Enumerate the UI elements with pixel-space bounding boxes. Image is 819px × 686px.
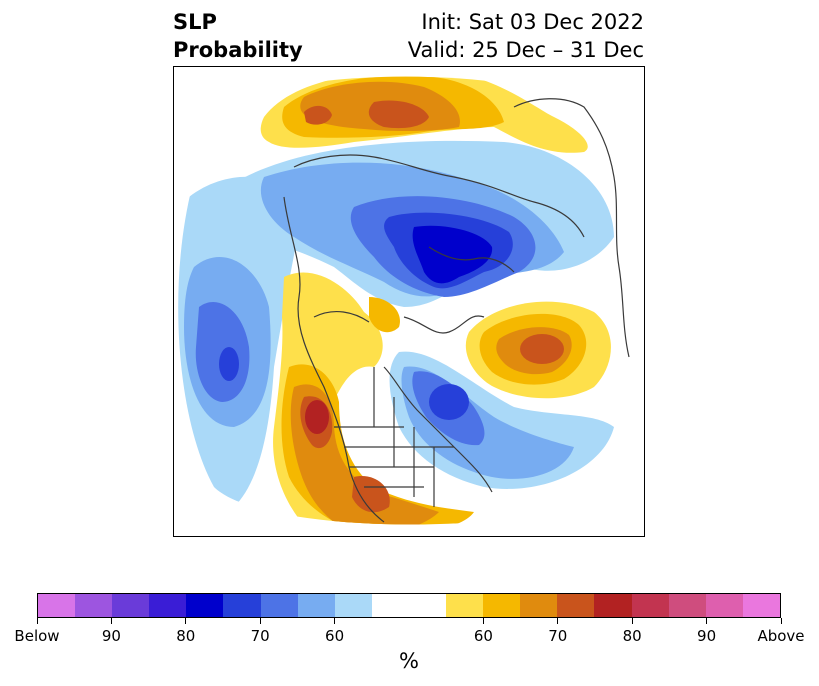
central-asia-low-anomaly <box>214 140 614 307</box>
colorbar-tick-label: 70 <box>548 627 568 645</box>
map-date-info: Init: Sat 03 Dec 2022 Valid: 25 Dec – 31… <box>408 8 644 64</box>
colorbar-cell <box>112 594 150 617</box>
colorbar-tick <box>259 618 261 624</box>
colorbar-tick <box>706 618 708 624</box>
colorbar-tick <box>631 618 633 624</box>
colorbar-tick-label: 70 <box>250 627 270 645</box>
colorbar-tick-label: Below <box>14 627 60 645</box>
colorbar-cell <box>520 594 558 617</box>
colorbar-cell <box>38 594 76 617</box>
colorbar-unit-label: % <box>399 649 419 673</box>
colorbar-cell <box>223 594 261 617</box>
init-date: Init: Sat 03 Dec 2022 <box>421 10 644 34</box>
colorbar-tick <box>780 618 782 624</box>
title-metric: Probability <box>173 38 303 62</box>
colorbar-tick <box>36 618 38 624</box>
colorbar-cell <box>260 594 298 617</box>
colorbar-cell <box>557 594 595 617</box>
valid-range: Valid: 25 Dec – 31 Dec <box>407 38 644 62</box>
colorbar-tick <box>185 618 187 624</box>
colorbar-cell <box>297 594 335 617</box>
map-title: SLP Probability <box>173 8 303 64</box>
map-canvas <box>178 76 639 525</box>
probability-map <box>173 66 645 537</box>
colorbar-cell <box>483 594 521 617</box>
north-america-high-anomaly <box>273 272 494 525</box>
colorbar-cell <box>594 594 632 617</box>
colorbar-cell <box>742 594 780 617</box>
alaska-high-anomaly <box>465 301 611 399</box>
scandinavia-russia-high-anomaly <box>260 76 588 153</box>
colorbar-tick-label: Above <box>757 627 805 645</box>
colorbar-cell <box>446 594 484 617</box>
colorbar-cell <box>705 594 743 617</box>
colorbar-cell <box>186 594 224 617</box>
colorbar-tick-label: 90 <box>697 627 717 645</box>
colorbar-cell <box>631 594 669 617</box>
north-atlantic-low-anomaly <box>389 351 614 489</box>
colorbar-tick-label: 80 <box>622 627 642 645</box>
title-variable: SLP <box>173 10 217 34</box>
colorbar-tick-label: 60 <box>473 627 493 645</box>
colorbar-cell <box>408 594 447 617</box>
colorbar-tick <box>482 618 484 624</box>
colorbar-tick <box>110 618 112 624</box>
colorbar-cell <box>668 594 706 617</box>
colorbar-cell <box>371 594 409 617</box>
coastlines <box>283 98 630 523</box>
colorbar-tick-label: 60 <box>325 627 345 645</box>
colorbar <box>37 593 781 618</box>
colorbar-tick <box>557 618 559 624</box>
colorbar-tick-label: 80 <box>176 627 196 645</box>
colorbar-cell <box>75 594 113 617</box>
colorbar-tick-label: 90 <box>101 627 121 645</box>
north-pacific-low-anomaly <box>178 176 304 507</box>
colorbar-tick <box>334 618 336 624</box>
colorbar-cell <box>149 594 187 617</box>
colorbar-cell <box>334 594 372 617</box>
